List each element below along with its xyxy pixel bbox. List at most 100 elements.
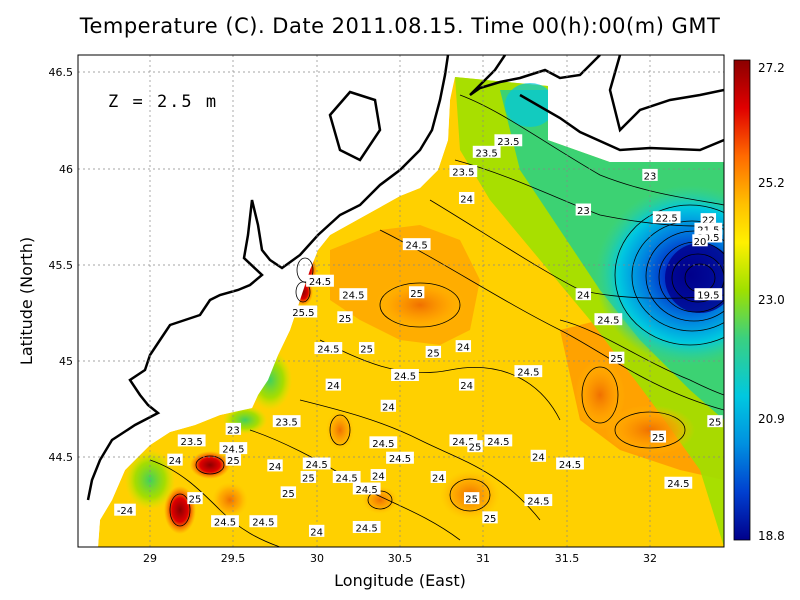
- grid: [78, 55, 724, 547]
- colorbar-tick: 20.9: [758, 412, 785, 426]
- contour-label-text: 25: [427, 348, 440, 359]
- contour-label-text: 25: [302, 473, 315, 484]
- contour-label: 25: [608, 351, 625, 365]
- contour-label-text: 23.5: [476, 148, 498, 159]
- contour-label-bg: [302, 457, 331, 470]
- contour-label-bg: [225, 422, 242, 435]
- contour-label: 23.5: [272, 415, 301, 429]
- contour-label-text: 24.5: [252, 518, 274, 529]
- contour-label-text: 24.5: [389, 454, 411, 465]
- contour-label-bg: [458, 191, 475, 204]
- contour-label-text: 24.5: [667, 479, 689, 490]
- y-tick: 44.5: [49, 451, 74, 464]
- contour-label: 24: [325, 378, 342, 392]
- contour-label-bg: [300, 470, 317, 483]
- no-data-ne: [548, 55, 724, 162]
- contour-label-bg: [211, 515, 239, 528]
- contour-label-text: 24.5: [527, 497, 549, 508]
- contour-label-text: 24: [310, 527, 323, 538]
- contour-label-bg: [280, 486, 297, 499]
- contour-label-text: 24.5: [317, 345, 339, 356]
- x-axis-ticks: 29 29.5 30 30.5 31 31.5 32: [143, 552, 657, 565]
- contour-label-text: 25: [227, 456, 240, 467]
- contour-label-bg: [219, 442, 248, 455]
- contour-label: 25: [300, 470, 317, 484]
- contour-label: 24: [458, 378, 475, 392]
- contour-label-bg: [167, 453, 183, 466]
- contour-label: 22: [700, 213, 717, 227]
- contour-label: 24: [308, 524, 325, 538]
- contour-label-bg: [467, 440, 483, 453]
- contour-label-text: 24.5: [356, 523, 378, 534]
- y-tick: 46.5: [49, 66, 74, 79]
- contour-label-bg: [325, 378, 342, 391]
- contour-label-bg: [430, 470, 447, 483]
- contour-label-text: 24.5: [452, 437, 474, 448]
- contour-label-bg: [370, 469, 387, 482]
- contour-label-bg: [308, 524, 325, 537]
- contour-label-bg: [114, 503, 136, 516]
- contour-label-text: 24.5: [517, 368, 539, 379]
- x-tick: 31: [476, 552, 490, 565]
- colorbar-tick: 25.2: [758, 176, 785, 190]
- contour-label-text: -24: [117, 506, 133, 517]
- contour-label-text: 25: [610, 354, 623, 365]
- contour-label-text: 24.5: [559, 460, 581, 471]
- contour-label: 19.5: [694, 288, 723, 302]
- contour-label-text: 23.5: [276, 418, 298, 429]
- contour-label: 25: [463, 492, 480, 506]
- contour-label-text: 24: [460, 194, 473, 205]
- contour-label-bg: [458, 378, 475, 391]
- contour-label: -24: [114, 503, 136, 517]
- contour-label-text: 25: [709, 418, 722, 429]
- contour-label: 24: [455, 340, 472, 354]
- contour-label-text: 24.5: [342, 291, 364, 302]
- contour-label-text: 24.5: [309, 277, 331, 288]
- y-tick: 45.5: [49, 259, 74, 272]
- contour-label: 25: [425, 345, 442, 359]
- contour-label: 25: [482, 511, 498, 525]
- cold-core: [595, 185, 724, 365]
- contour-label-bg: [484, 434, 513, 447]
- contour-label-bg: [369, 436, 398, 449]
- contour-label: 25: [358, 342, 375, 356]
- contour-label: 24.5: [302, 457, 331, 471]
- contour-label: 24: [167, 453, 183, 467]
- contour-label: 25: [225, 453, 242, 467]
- contour-label-text: 24.5: [597, 316, 619, 327]
- contour-label-text: 25: [282, 489, 295, 500]
- contour-label-bg: [187, 492, 203, 505]
- contour-label: 24.5: [352, 520, 381, 534]
- contour-label: 24: [380, 399, 397, 413]
- contour-label: 23.5: [472, 145, 501, 159]
- contour-label-text: 24: [327, 381, 340, 392]
- contour-label-bg: [249, 515, 278, 528]
- x-tick: 29.5: [221, 552, 246, 565]
- y-axis-label: Latitude (North): [17, 237, 36, 365]
- contour-label-text: 23: [644, 171, 657, 182]
- contour-label-text: 24.5: [406, 241, 428, 252]
- contour-label: 23: [642, 168, 658, 182]
- contour-label-bg: [358, 342, 375, 355]
- x-tick: 30.5: [388, 552, 413, 565]
- x-tick: 32: [643, 552, 657, 565]
- contour-label-bg: [664, 476, 693, 489]
- contour-label-text: 24: [460, 381, 473, 392]
- plot-frame: [77, 54, 725, 548]
- contour-label-text: 24.5: [394, 371, 416, 382]
- y-axis-ticks: 46.5 46 45.5 45 44.5: [49, 66, 74, 464]
- contour-label-bg: [225, 453, 242, 466]
- contour-label-bg: [594, 313, 623, 326]
- contour-label-bg: [352, 482, 381, 495]
- contour-label-bg: [352, 520, 381, 533]
- y-tick: 46: [59, 163, 73, 176]
- x-axis-label: Longitude (East): [334, 571, 466, 590]
- contour-label-bg: [408, 286, 425, 299]
- contour-label: 24: [267, 459, 283, 473]
- x-tick: 30: [310, 552, 324, 565]
- contour-label-bg: [694, 288, 723, 301]
- contour-label-bg: [289, 305, 318, 318]
- contour-label: 24: [575, 288, 592, 302]
- contour-label-text: 25: [410, 289, 423, 300]
- contour-label-bg: [494, 134, 523, 147]
